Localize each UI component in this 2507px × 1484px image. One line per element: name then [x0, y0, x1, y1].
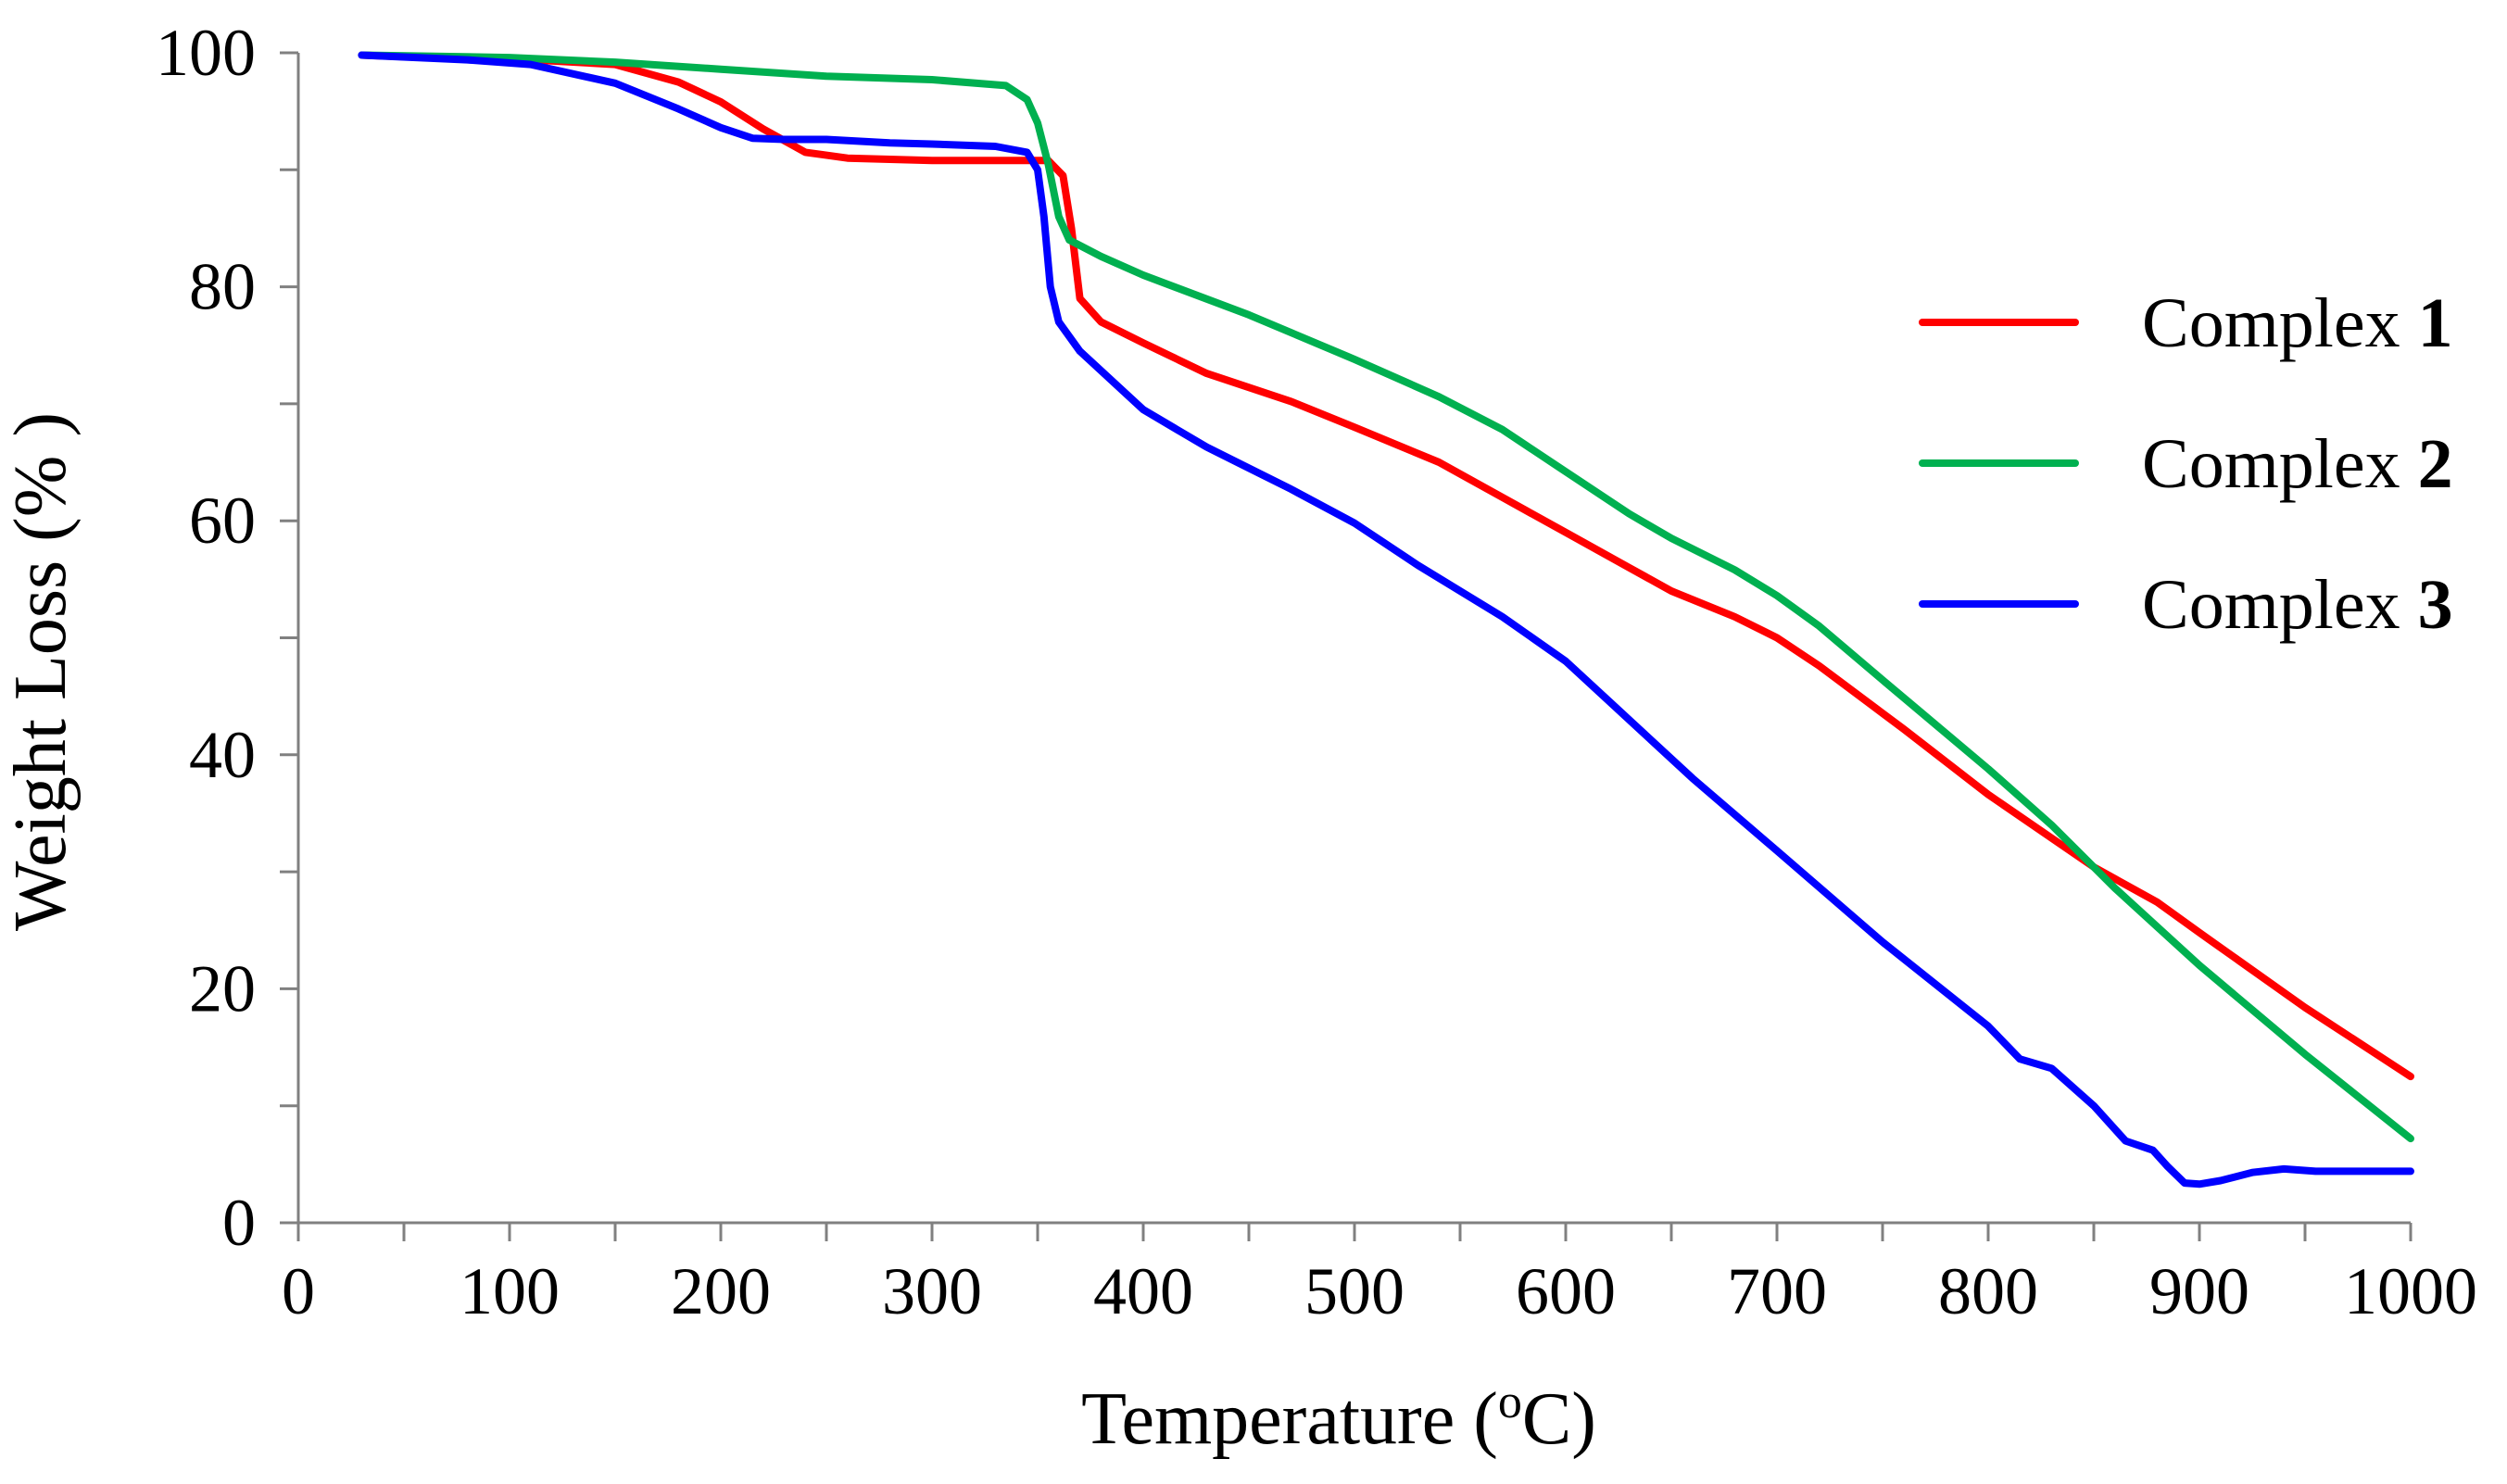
y-tick-label: 100: [156, 16, 256, 90]
legend-label-complex-2: Complex 2: [2142, 425, 2453, 503]
legend-label-text: Complex: [2142, 284, 2418, 362]
legend-label-number: 2: [2418, 425, 2453, 503]
series-lines: [358, 51, 2414, 1188]
x-tick-label: 600: [1516, 1254, 1616, 1328]
x-tick-label: 100: [460, 1254, 560, 1328]
x-tick-label: 200: [671, 1254, 771, 1328]
axis-labels: Temperature (oC) Weight Loss (% ): [0, 412, 1596, 1460]
x-tick-label: 300: [882, 1254, 982, 1328]
series-line-complex-3: [358, 51, 2414, 1188]
y-tick-label: 60: [189, 484, 256, 558]
y-tick-label: 40: [189, 718, 256, 792]
x-tick-label: 700: [1727, 1254, 1827, 1328]
x-axis-title-unit: C): [1522, 1378, 1596, 1460]
legend-label-number: 3: [2418, 566, 2453, 644]
x-tick-label: 1000: [2344, 1254, 2477, 1328]
x-tick-label: 400: [1093, 1254, 1193, 1328]
x-tick-label: 800: [1938, 1254, 2038, 1328]
x-axis-title: Temperature (oC): [1081, 1376, 1596, 1460]
y-tick-label: 80: [189, 250, 256, 324]
legend-label-text: Complex: [2142, 425, 2418, 503]
legend-label-number: 1: [2418, 284, 2453, 362]
series-line-complex-2: [358, 51, 2414, 1143]
y-axis-title: Weight Loss (% ): [0, 412, 82, 931]
x-tick-label: 500: [1304, 1254, 1405, 1328]
legend-label-complex-1: Complex 1: [2142, 284, 2453, 362]
series-line-complex-1: [358, 51, 2414, 1081]
x-axis-title-degree: o: [1498, 1376, 1522, 1428]
y-tick-label: 0: [222, 1186, 256, 1260]
legend-label-text: Complex: [2142, 566, 2418, 644]
legend-label-complex-3: Complex 3: [2142, 566, 2453, 644]
x-tick-label: 0: [282, 1254, 315, 1328]
x-tick-label: 900: [2149, 1254, 2249, 1328]
x-axis-title-text: Temperature (: [1081, 1378, 1498, 1460]
y-tick-label: 20: [189, 951, 256, 1025]
